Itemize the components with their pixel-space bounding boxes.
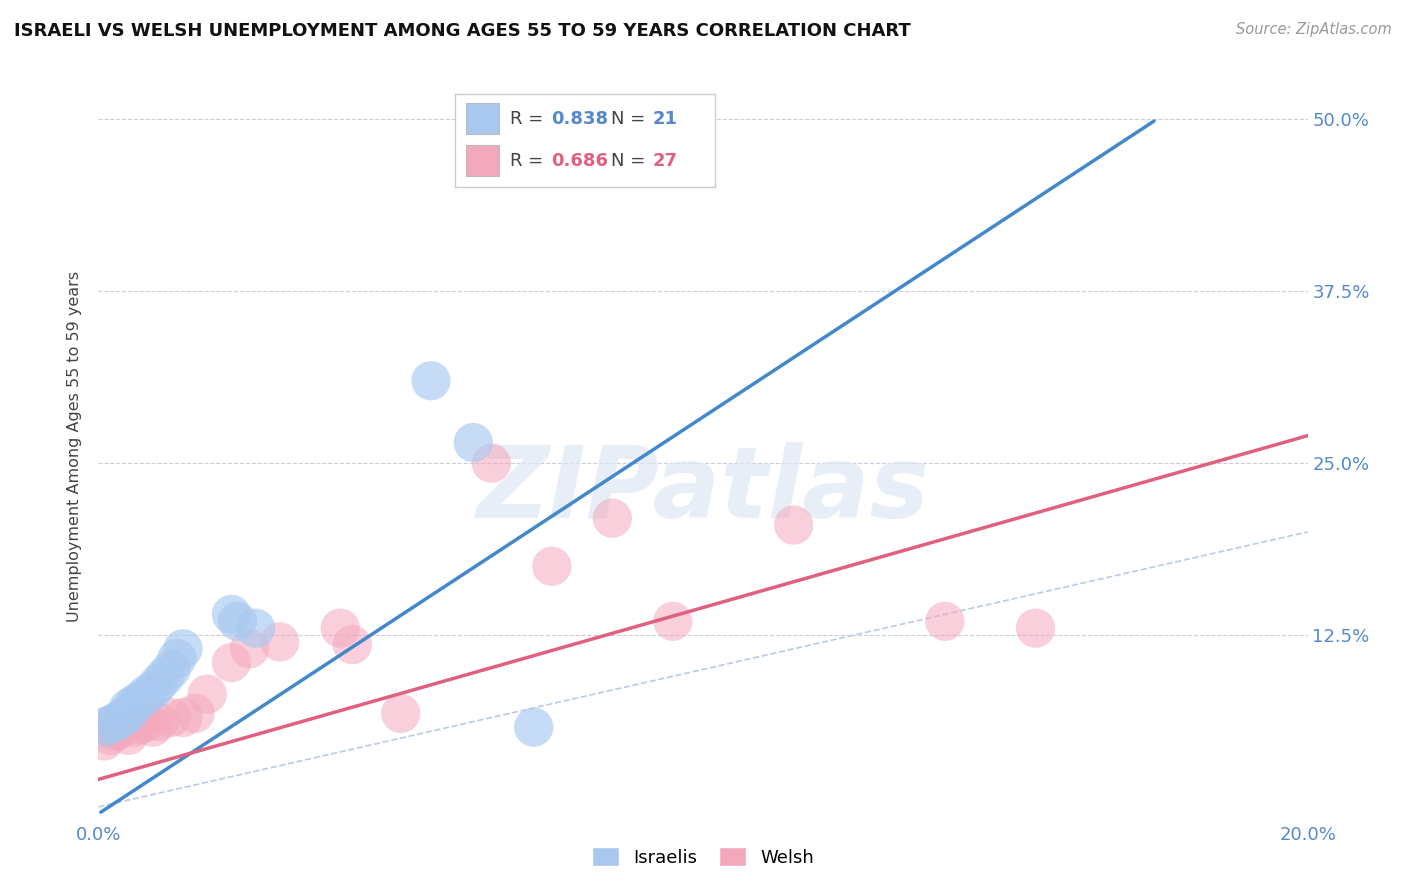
- Point: [100, 728, 122, 742]
- Text: ZIPatlas: ZIPatlas: [477, 442, 929, 540]
- Point: [602, 511, 624, 525]
- Point: [389, 706, 412, 721]
- Legend: Israelis, Welsh: Israelis, Welsh: [585, 840, 821, 874]
- Point: [118, 728, 141, 742]
- Text: Source: ZipAtlas.com: Source: ZipAtlas.com: [1236, 22, 1392, 37]
- Point: [111, 720, 134, 734]
- Point: [195, 687, 218, 701]
- Point: [135, 687, 157, 701]
- Point: [523, 720, 546, 734]
- Point: [166, 651, 188, 665]
- Point: [129, 692, 152, 706]
- Point: [148, 714, 170, 729]
- Point: [118, 701, 141, 715]
- Point: [142, 683, 165, 698]
- Point: [329, 621, 352, 635]
- Point: [118, 706, 141, 721]
- Point: [226, 615, 249, 629]
- Point: [124, 720, 146, 734]
- Point: [342, 638, 364, 652]
- Point: [93, 720, 115, 734]
- Point: [463, 435, 485, 450]
- Text: ISRAELI VS WELSH UNEMPLOYMENT AMONG AGES 55 TO 59 YEARS CORRELATION CHART: ISRAELI VS WELSH UNEMPLOYMENT AMONG AGES…: [14, 22, 911, 40]
- Point: [1024, 621, 1046, 635]
- Point: [184, 706, 207, 721]
- Point: [221, 607, 243, 622]
- Point: [111, 710, 134, 724]
- Point: [135, 714, 157, 729]
- Point: [142, 720, 165, 734]
- Point: [540, 559, 562, 574]
- Point: [93, 734, 115, 748]
- Point: [160, 710, 183, 724]
- Point: [661, 615, 683, 629]
- Point: [172, 641, 194, 656]
- Point: [172, 710, 194, 724]
- Y-axis label: Unemployment Among Ages 55 to 59 years: Unemployment Among Ages 55 to 59 years: [67, 270, 83, 622]
- Point: [153, 669, 176, 683]
- Point: [129, 717, 152, 731]
- Point: [148, 676, 170, 690]
- Point: [124, 697, 146, 711]
- Point: [100, 717, 122, 731]
- Point: [934, 615, 956, 629]
- Point: [221, 656, 243, 670]
- Point: [239, 641, 262, 656]
- Point: [481, 456, 503, 470]
- Point: [420, 374, 443, 388]
- Point: [105, 714, 128, 729]
- Point: [783, 518, 806, 533]
- Point: [269, 635, 291, 649]
- Point: [105, 724, 128, 739]
- Point: [160, 662, 183, 676]
- Point: [245, 621, 267, 635]
